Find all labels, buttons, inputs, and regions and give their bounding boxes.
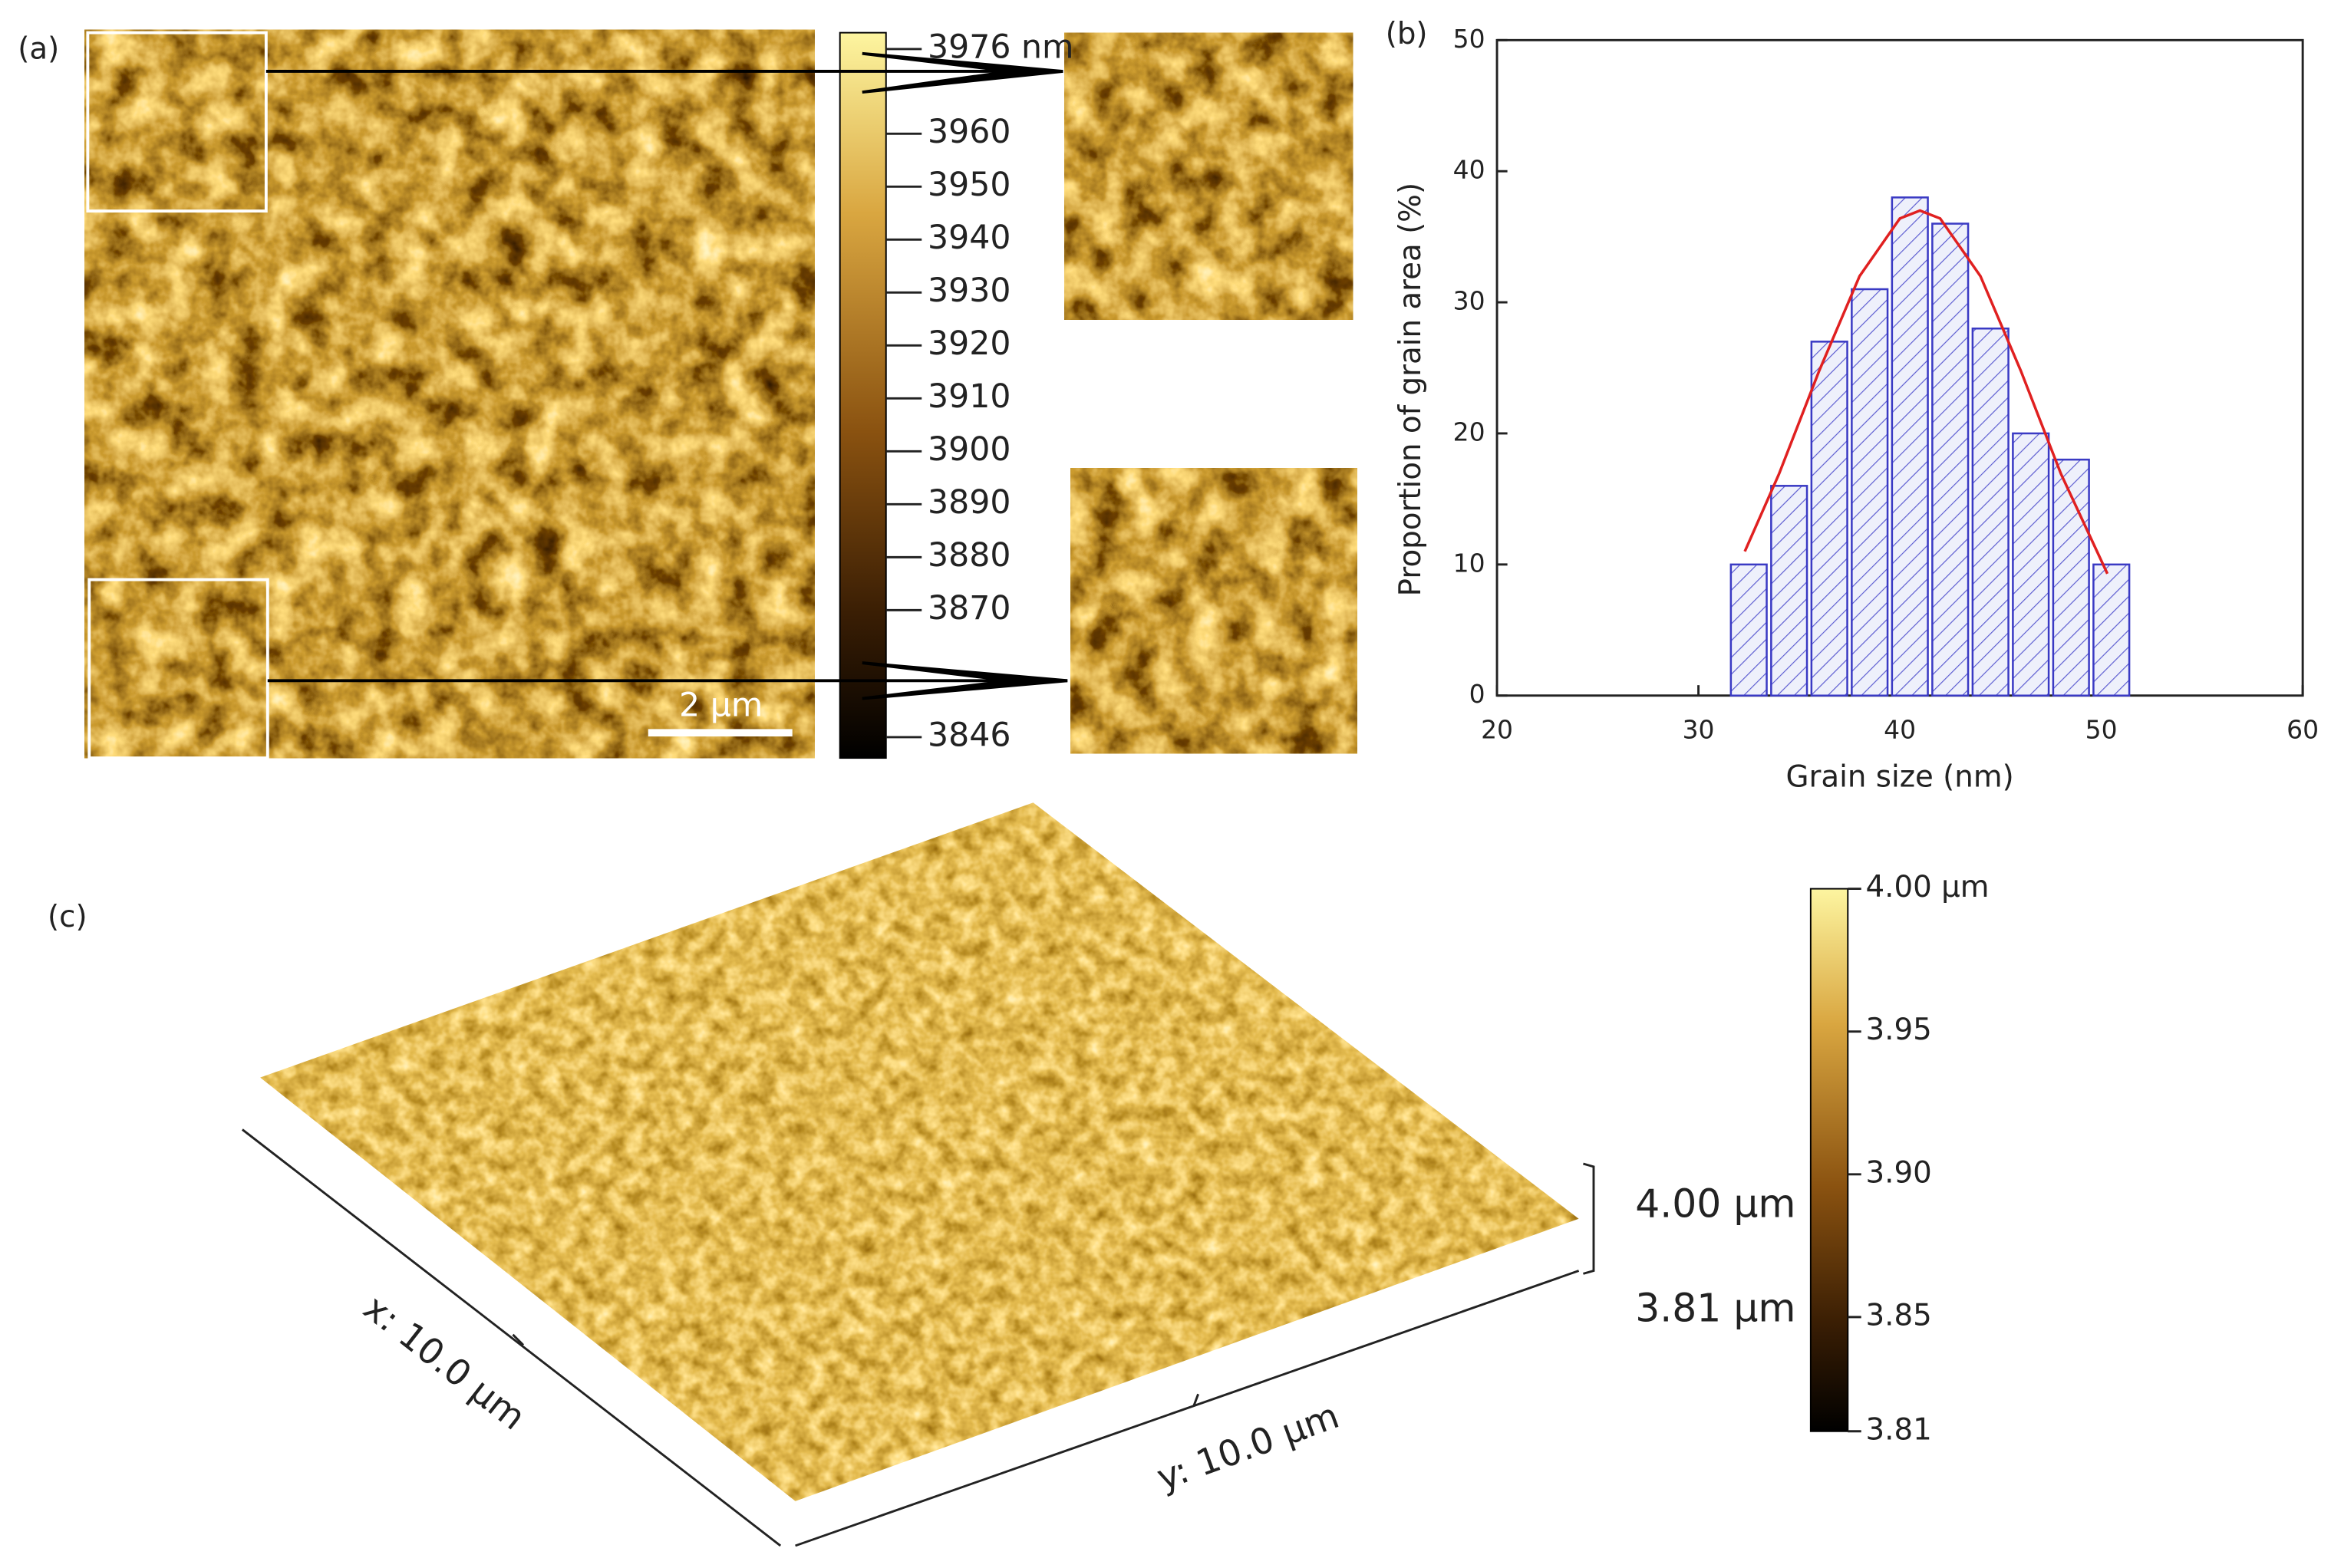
inset-box (86, 31, 268, 213)
colorbar-tick-label: 4.00 μm (1866, 870, 1990, 904)
y-tick-label: 0 (1469, 679, 1485, 709)
x-tick-label: 50 (2085, 715, 2118, 745)
bar (2052, 458, 2090, 697)
zoom-image (1064, 32, 1353, 320)
colorbar-tick-label: 3.95 (1866, 1013, 1932, 1047)
bar (1971, 327, 2010, 697)
colorbar-tick-label: 3930 (928, 272, 1011, 310)
colorbar-tick-label: 3846 (928, 716, 1011, 754)
panel-label: (b) (1386, 17, 1428, 51)
x-tick-label: 40 (1884, 715, 1916, 745)
x-axis-label: Grain size (nm) (1785, 760, 2013, 795)
zoom-image (1070, 468, 1357, 754)
colorbar-tick-label: 3976 nm (928, 28, 1073, 66)
bar (1851, 288, 1889, 697)
bar (1931, 222, 1970, 697)
y-tick-label: 20 (1453, 417, 1485, 446)
y-tick-label: 10 (1453, 548, 1485, 578)
zoom-arrows (265, 51, 1068, 700)
colorbar-tick-label: 3920 (928, 324, 1011, 363)
inset-box (87, 578, 269, 760)
afm-image (83, 28, 816, 760)
y-tick-label: 50 (1453, 24, 1485, 54)
colorbar (839, 31, 887, 759)
colorbar-tick-label: 3.81 (1866, 1412, 1932, 1447)
panel-label: (c) (48, 900, 87, 934)
bar (1891, 196, 1929, 697)
colorbar-tick-label: 3.85 (1866, 1298, 1932, 1332)
colorbar (1809, 888, 1849, 1432)
colorbar-tick-label: 3910 (928, 377, 1011, 416)
bar (1810, 341, 1848, 697)
x-tick-label: 60 (2286, 715, 2319, 745)
surface-axes (241, 1128, 1595, 1547)
colorbar-tick-label: 3900 (928, 430, 1011, 469)
z-bottom-label: 3.81 μm (1635, 1285, 1795, 1330)
scale-bar-label: 2 μm (679, 687, 763, 725)
bar (1729, 563, 1768, 697)
colorbar-tick-label: 3960 (928, 113, 1011, 151)
bar (2092, 563, 2131, 697)
bar (2012, 432, 2050, 697)
z-top-label: 4.00 μm (1635, 1181, 1795, 1227)
y-tick-label: 30 (1453, 286, 1485, 316)
bar (1770, 485, 1808, 697)
x-tick-label: 30 (1683, 715, 1715, 745)
colorbar-tick-label: 3950 (928, 166, 1011, 204)
x-axis-label: x: 10.0 μm (356, 1286, 533, 1438)
colorbar-tick-label: 3.90 (1866, 1155, 1932, 1190)
y-axis-label: Proportion of grain area (%) (1393, 183, 1428, 596)
colorbar-tick-label: 3880 (928, 536, 1011, 575)
colorbar-tick-label: 3870 (928, 589, 1011, 628)
panel-label: (a) (18, 31, 59, 66)
colorbar-tick-label: 3940 (928, 219, 1011, 257)
x-tick-label: 20 (1481, 715, 1513, 745)
colorbar-tick-label: 3890 (928, 483, 1011, 522)
y-tick-label: 40 (1453, 155, 1485, 185)
fit-curve (1743, 209, 2109, 575)
surface-3d (260, 802, 1579, 1501)
